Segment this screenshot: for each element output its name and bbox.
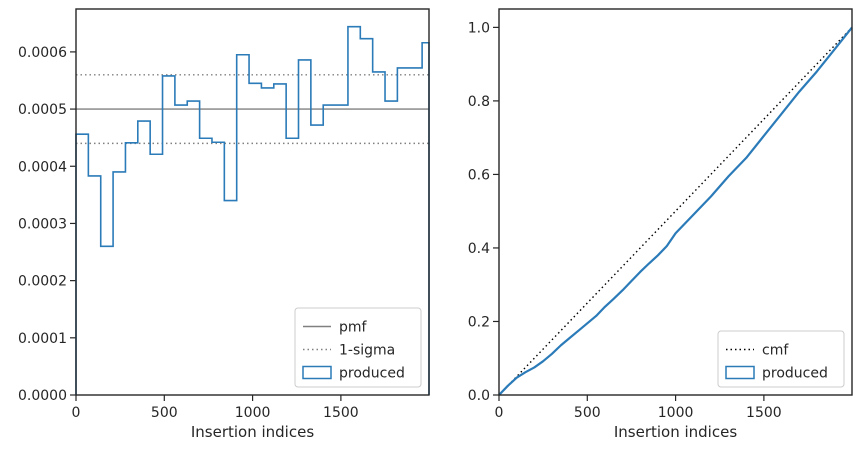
produced-cdf-line [498, 26, 853, 396]
y-tick-label: 0.2 [468, 314, 490, 330]
y-tick-label: 0.0005 [18, 102, 67, 118]
x-tick-label: 1000 [658, 405, 694, 421]
cdf-panel: 0 500 1000 1500 0.0 0.2 0.4 0.6 0.8 1.0 Insertion … [468, 8, 853, 441]
y-tick-label: 1.0 [468, 20, 490, 36]
legend-label-produced: produced [762, 366, 828, 382]
y-tick-label: 0.0003 [18, 216, 67, 232]
legend-label-sigma: 1-sigma [339, 343, 395, 359]
y-tick-label: 0.0001 [18, 331, 67, 347]
produced-histogram-step [75, 25, 430, 395]
y-tick-label: 0.8 [468, 94, 490, 110]
y-tick-label: 0.0002 [18, 274, 67, 290]
x-tick-label: 0 [495, 405, 504, 421]
y-tick-label: 0.6 [468, 167, 490, 183]
x-axis-label: Insertion indices [191, 423, 314, 441]
histogram-panel: 0 500 1000 1500 0.0000 0.0001 0.0002 0.0003 0.00… [18, 8, 430, 441]
legend-swatch-produced [725, 365, 755, 380]
axes-frame [498, 8, 853, 396]
x-tick-label: 0 [72, 405, 81, 421]
x-tick-label: 1000 [235, 405, 271, 421]
y-tick-label: 0.0000 [18, 388, 67, 404]
legend-swatch-produced [302, 365, 332, 380]
x-axis-label: Insertion indices [614, 423, 737, 441]
legend-label-produced: produced [339, 366, 405, 382]
legend-label-pmf: pmf [339, 320, 368, 336]
y-tick-label: 0.4 [468, 241, 490, 257]
y-tick-label: 0.0 [468, 388, 490, 404]
x-tick-label: 1500 [746, 405, 782, 421]
x-tick-label: 500 [151, 405, 178, 421]
axes-frame [75, 8, 430, 396]
y-tick-label: 0.0006 [18, 45, 67, 61]
x-tick-label: 500 [574, 405, 601, 421]
legend-label-cmf: cmf [762, 343, 789, 359]
legend-box [717, 330, 845, 388]
y-tick-label: 0.0004 [18, 159, 67, 175]
x-tick-label: 1500 [323, 405, 359, 421]
